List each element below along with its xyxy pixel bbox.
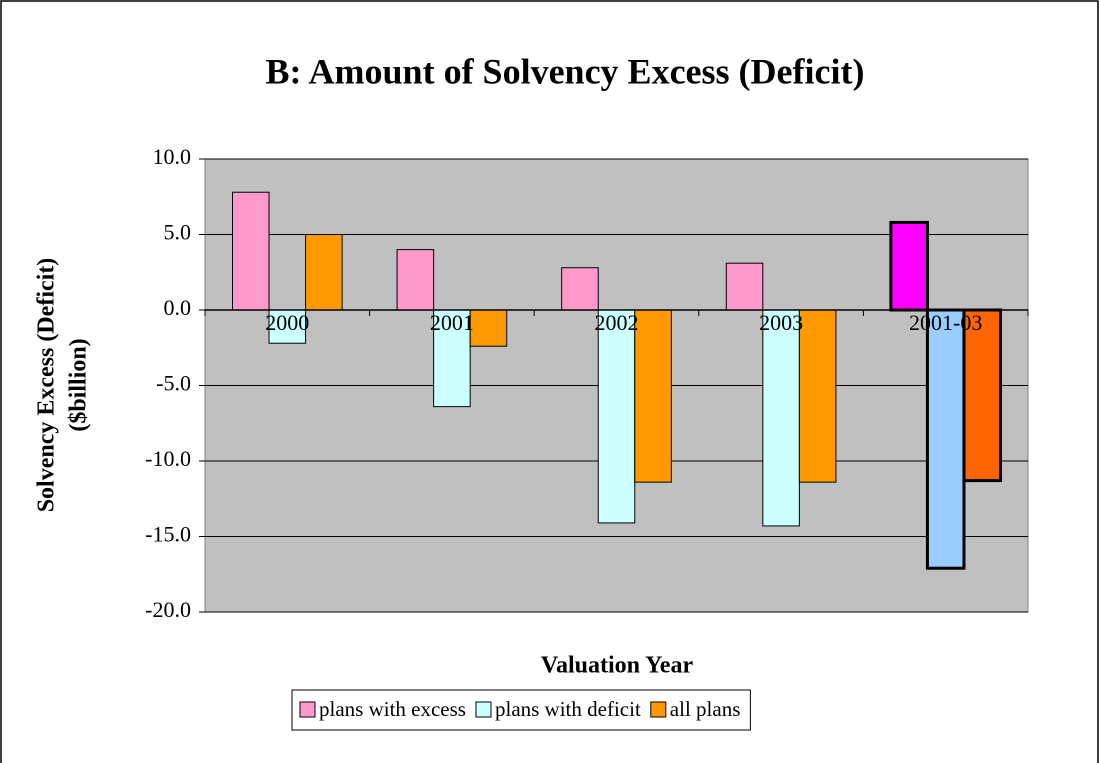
x-tick-label: 2000	[265, 310, 309, 335]
legend-label: plans with deficit	[495, 697, 641, 721]
bar	[962, 308, 1003, 483]
x-tick-label: 2002	[595, 310, 639, 335]
y-tick-label: 0.0	[164, 295, 192, 320]
x-tick-label: 2001-03	[909, 310, 982, 335]
y-tick-label: -15.0	[145, 522, 191, 547]
bar	[231, 191, 270, 311]
x-tick-label: 2001	[430, 310, 474, 335]
bar	[889, 220, 929, 312]
y-tick-label: -10.0	[145, 446, 191, 471]
y-tick-label: 5.0	[164, 220, 192, 245]
bar	[925, 308, 966, 570]
bar	[597, 309, 636, 524]
bar	[305, 234, 343, 311]
y-tick-label: 10.0	[153, 144, 192, 169]
legend-swatch	[650, 701, 667, 718]
bar	[725, 262, 764, 311]
legend-label: plans with excess	[319, 697, 466, 721]
y-tick-label: -20.0	[145, 597, 191, 622]
legend-label: all plans	[670, 697, 741, 721]
y-axis-label: Solvency Excess (Deficit)	[34, 258, 60, 513]
x-axis-label: Valuation Year	[541, 653, 694, 679]
legend-swatch	[299, 701, 316, 718]
bar	[396, 249, 435, 311]
bar	[798, 309, 837, 483]
bar	[561, 267, 599, 311]
legend: plans with excess plans with deficit all p…	[291, 689, 751, 731]
bar	[762, 309, 800, 527]
y-axis-label: ($billion)	[66, 338, 92, 431]
y-tick-label: -5.0	[156, 371, 191, 396]
legend-swatch	[475, 701, 492, 718]
bar	[433, 309, 471, 408]
x-tick-label: 2003	[759, 310, 803, 335]
bar	[469, 309, 508, 347]
bar	[634, 309, 672, 483]
chart-title: B: Amount of Solvency Excess (Deficit)	[266, 51, 865, 91]
legend-box	[291, 689, 751, 731]
